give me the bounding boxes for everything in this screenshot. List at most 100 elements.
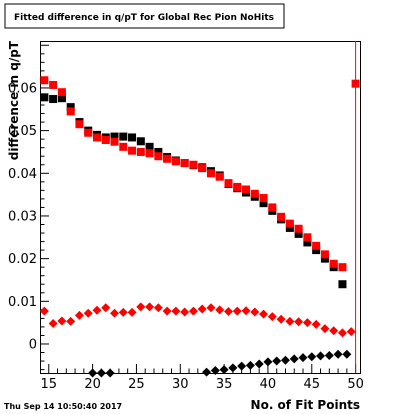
data-point xyxy=(241,306,251,316)
data-point xyxy=(237,361,247,371)
data-point xyxy=(329,259,338,268)
data-point xyxy=(145,149,154,158)
data-point xyxy=(312,241,321,250)
data-point xyxy=(110,132,119,141)
data-point xyxy=(250,189,259,198)
x-tick-label: 35 xyxy=(216,377,233,392)
data-point xyxy=(210,365,220,375)
data-point xyxy=(57,88,66,97)
data-point xyxy=(224,179,233,188)
data-point xyxy=(233,182,242,191)
data-point xyxy=(263,357,273,367)
x-tick-label: 45 xyxy=(304,377,321,392)
x-axis-title: No. of Fit Points xyxy=(251,398,360,412)
data-point xyxy=(188,306,198,316)
data-point xyxy=(346,327,356,337)
data-point xyxy=(189,160,198,169)
series-0 xyxy=(40,93,347,289)
data-point xyxy=(66,107,75,116)
data-point xyxy=(329,326,339,336)
data-point xyxy=(294,229,303,238)
data-point xyxy=(162,306,172,316)
data-point xyxy=(92,133,101,142)
data-point xyxy=(259,199,268,208)
data-point xyxy=(154,147,163,156)
data-point xyxy=(119,132,128,141)
series-1 xyxy=(40,76,360,272)
chart-title: Fitted difference in q/pT for Global Rec… xyxy=(14,13,274,23)
data-point xyxy=(254,359,264,369)
data-point xyxy=(294,317,304,327)
data-point xyxy=(302,318,312,328)
x-tick-label: 20 xyxy=(84,377,101,392)
data-point xyxy=(163,154,172,163)
data-point xyxy=(316,351,326,361)
data-point xyxy=(320,250,329,259)
data-point xyxy=(277,212,286,221)
data-point xyxy=(48,318,58,328)
x-tick-label: 40 xyxy=(260,377,277,392)
data-point xyxy=(92,305,102,315)
data-point xyxy=(101,136,110,145)
data-point xyxy=(75,120,84,129)
data-point xyxy=(289,354,299,364)
data-point xyxy=(272,356,282,366)
data-point xyxy=(245,360,255,370)
data-point xyxy=(337,328,347,338)
data-point xyxy=(145,302,155,312)
data-point xyxy=(180,307,190,317)
data-point xyxy=(285,316,295,326)
data-point xyxy=(40,76,49,85)
data-point xyxy=(127,307,137,317)
data-point xyxy=(118,307,128,317)
data-point xyxy=(276,314,286,324)
data-point xyxy=(101,303,111,313)
x-tick-label: 50 xyxy=(347,377,364,392)
data-point xyxy=(202,367,212,377)
x-tick-label: 30 xyxy=(172,377,189,392)
data-point xyxy=(66,103,75,112)
data-point xyxy=(333,349,343,359)
data-point xyxy=(84,128,93,137)
data-point xyxy=(198,164,207,173)
data-point xyxy=(219,365,229,375)
series-3 xyxy=(88,349,352,378)
data-point xyxy=(294,224,303,233)
y-tick-label: 0.03 xyxy=(8,209,37,224)
data-point xyxy=(242,185,251,194)
data-point xyxy=(303,233,312,242)
data-point xyxy=(307,352,317,362)
data-point xyxy=(351,79,360,88)
axis-ticks: 15 20 25 30 35 40 45 50 0 0.01 0.02 0.03 0.04 0.05 0.0… xyxy=(8,44,364,392)
data-point xyxy=(215,305,225,315)
data-point xyxy=(96,368,106,378)
data-point xyxy=(312,246,321,255)
data-point xyxy=(215,172,224,181)
data-point xyxy=(303,238,312,247)
data-point xyxy=(110,308,120,318)
data-point xyxy=(39,306,49,316)
data-point xyxy=(267,312,277,322)
data-point xyxy=(171,306,181,316)
data-point xyxy=(105,368,115,378)
data-point xyxy=(259,194,268,203)
data-point xyxy=(57,316,67,326)
data-point xyxy=(250,307,260,317)
data-point xyxy=(49,95,58,104)
data-point xyxy=(57,94,66,103)
data-point xyxy=(206,169,215,178)
data-point xyxy=(153,303,163,313)
y-tick-label: 0.01 xyxy=(8,295,37,310)
data-point xyxy=(66,316,76,326)
y-tick-label: 0.06 xyxy=(8,81,37,96)
data-point xyxy=(40,93,49,102)
data-point xyxy=(298,353,308,363)
y-tick-label: 0.02 xyxy=(8,252,37,267)
data-point xyxy=(136,137,145,146)
data-point xyxy=(223,307,233,317)
data-point xyxy=(324,351,334,361)
data-point xyxy=(320,254,329,263)
x-tick-label: 15 xyxy=(40,377,57,392)
data-point xyxy=(128,146,137,155)
